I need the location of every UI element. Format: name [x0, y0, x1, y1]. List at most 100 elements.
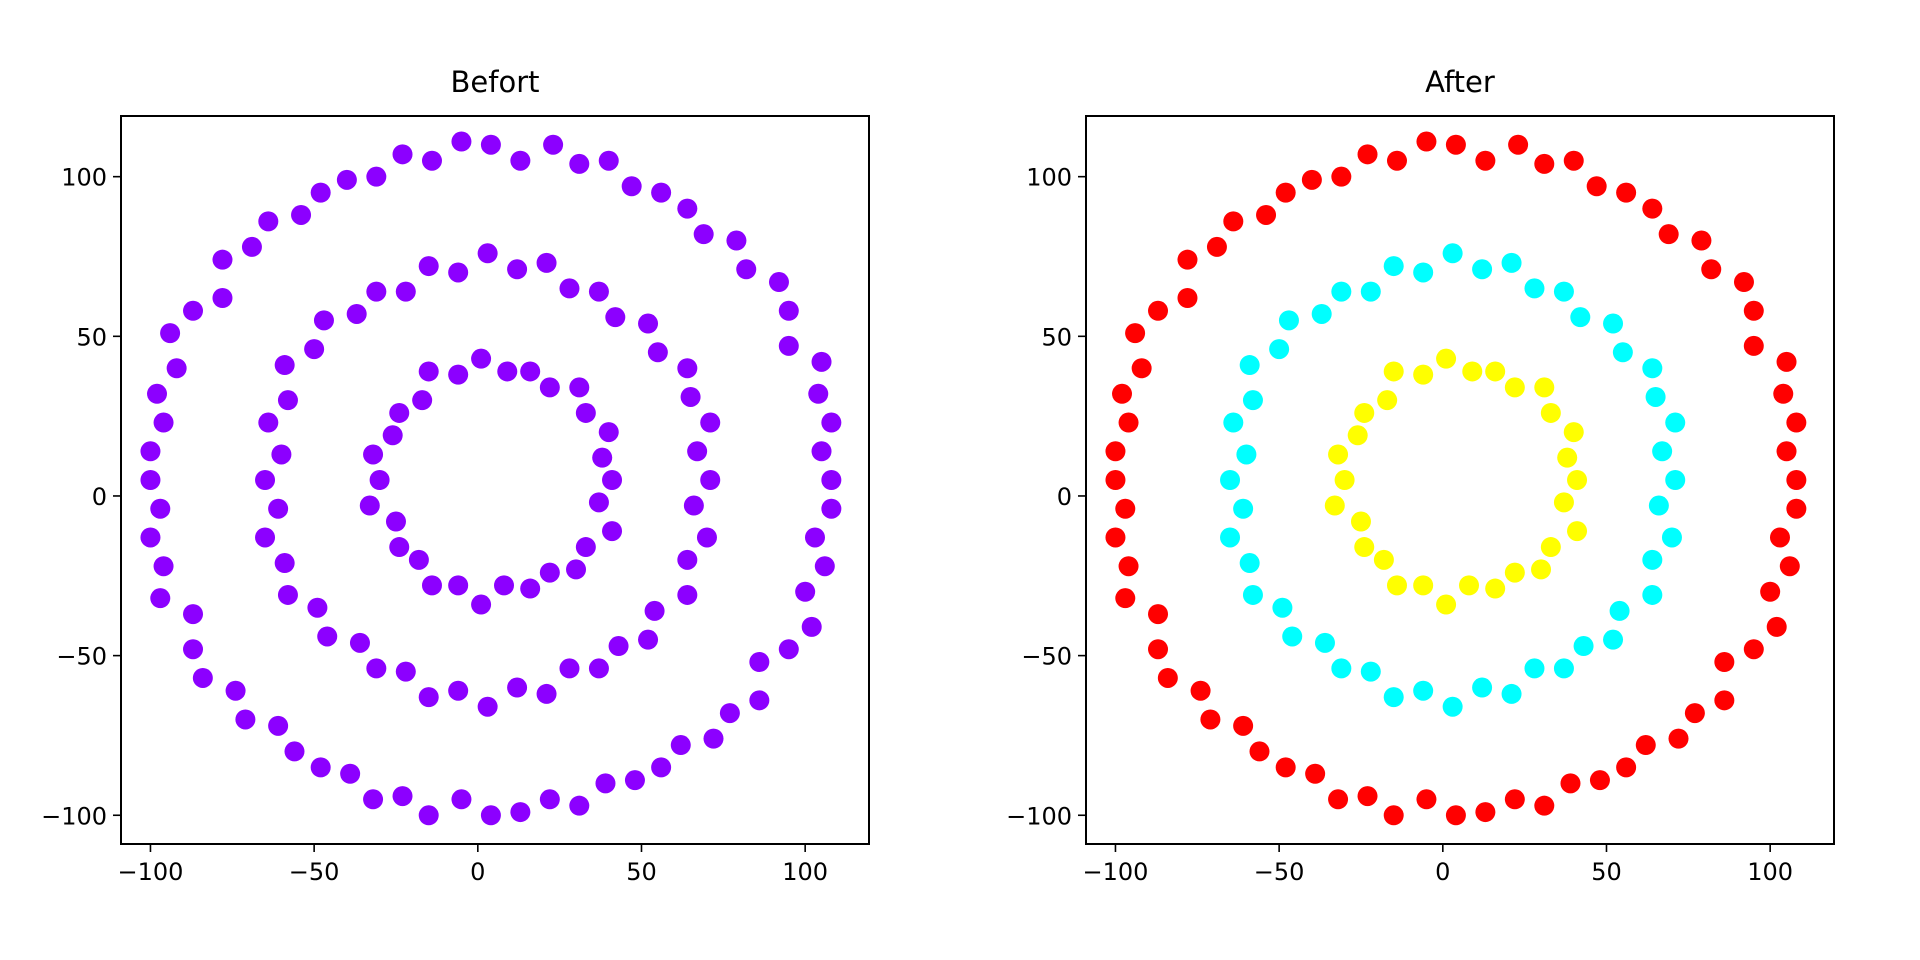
- data-point: [150, 588, 171, 609]
- data-point: [693, 224, 714, 245]
- data-point: [1459, 575, 1480, 596]
- x-tick-label: 100: [782, 858, 828, 886]
- data-point: [1445, 134, 1466, 155]
- data-point: [1553, 492, 1574, 513]
- data-point: [539, 377, 560, 398]
- data-point: [719, 703, 740, 724]
- data-point: [1413, 680, 1434, 701]
- data-point: [1148, 639, 1169, 660]
- data-point: [670, 735, 691, 756]
- subplot-title: After: [1425, 65, 1495, 99]
- scatter-points: [140, 131, 842, 826]
- data-point: [588, 281, 609, 302]
- x-tick-label: 50: [626, 858, 657, 886]
- data-point: [1475, 802, 1496, 823]
- data-point: [1242, 584, 1263, 605]
- data-point: [1701, 259, 1722, 280]
- data-point: [392, 786, 413, 807]
- data-point: [520, 361, 541, 382]
- x-tick-label: −100: [1083, 858, 1149, 886]
- data-point: [1743, 335, 1764, 356]
- data-point: [1436, 594, 1457, 615]
- data-point: [677, 198, 698, 219]
- data-point: [363, 789, 384, 810]
- data-point: [477, 243, 498, 264]
- data-point: [1642, 358, 1663, 379]
- data-point: [1563, 150, 1584, 171]
- data-point: [1383, 256, 1404, 277]
- data-point: [778, 335, 799, 356]
- data-point: [1524, 658, 1545, 679]
- data-point: [385, 511, 406, 532]
- data-point: [1314, 632, 1335, 653]
- data-point: [687, 441, 708, 462]
- data-point: [559, 278, 580, 299]
- subplot-before: −100 −50 0 50 100 −100 −50 0 50 100 Befort: [41, 65, 870, 886]
- data-point: [520, 578, 541, 599]
- data-point: [349, 632, 370, 653]
- data-point: [313, 310, 334, 331]
- ring-0-series: [1105, 131, 1807, 826]
- data-point: [153, 412, 174, 433]
- data-point: [366, 166, 387, 187]
- data-point: [1776, 441, 1797, 462]
- data-point: [1328, 444, 1349, 465]
- data-point: [1504, 562, 1525, 583]
- axes-frame: [1085, 115, 1835, 845]
- data-point: [284, 741, 305, 762]
- x-tick-label: 0: [470, 858, 485, 886]
- data-point: [255, 470, 276, 490]
- data-point: [1131, 358, 1152, 379]
- data-point: [677, 549, 698, 570]
- data-point: [821, 498, 842, 519]
- data-point: [1553, 281, 1574, 302]
- data-point: [1383, 805, 1404, 826]
- data-point: [598, 422, 619, 443]
- data-point: [1416, 789, 1437, 810]
- data-point: [258, 211, 279, 232]
- data-point: [418, 805, 439, 826]
- data-point: [1249, 741, 1270, 762]
- data-point: [1112, 383, 1133, 404]
- subplot-after: −100 −50 0 50 100 −100 −50 0 50 100 After: [1006, 65, 1835, 886]
- data-point: [1311, 303, 1332, 324]
- data-point: [1220, 470, 1241, 490]
- data-point: [1105, 441, 1126, 462]
- data-point: [183, 300, 204, 321]
- data-point: [1360, 661, 1381, 682]
- data-point: [566, 559, 587, 580]
- data-point: [575, 537, 596, 558]
- data-point: [1386, 575, 1407, 596]
- data-point: [1275, 182, 1296, 203]
- data-point: [412, 390, 433, 411]
- data-point: [1557, 447, 1578, 468]
- data-point: [1472, 259, 1493, 280]
- y-tick-label: 0: [92, 483, 107, 511]
- data-point: [1567, 521, 1588, 542]
- data-point: [821, 412, 842, 433]
- data-point: [1589, 770, 1610, 791]
- data-point: [1242, 390, 1263, 411]
- data-point: [392, 144, 413, 165]
- data-point: [1743, 639, 1764, 660]
- data-point: [1642, 549, 1663, 570]
- data-point: [808, 383, 829, 404]
- data-point: [140, 470, 161, 490]
- y-tick-label: 50: [76, 323, 107, 351]
- data-point: [638, 313, 659, 334]
- data-point: [1442, 243, 1463, 264]
- x-tick-label: 0: [1435, 858, 1450, 886]
- data-point: [510, 802, 531, 823]
- data-point: [1462, 361, 1483, 382]
- data-point: [644, 600, 665, 621]
- data-point: [1105, 470, 1126, 490]
- data-point: [147, 383, 168, 404]
- data-point: [1776, 351, 1797, 372]
- data-point: [592, 447, 613, 468]
- data-point: [677, 584, 698, 605]
- data-point: [448, 364, 469, 385]
- data-point: [448, 262, 469, 283]
- data-point: [1328, 789, 1349, 810]
- data-point: [605, 307, 626, 328]
